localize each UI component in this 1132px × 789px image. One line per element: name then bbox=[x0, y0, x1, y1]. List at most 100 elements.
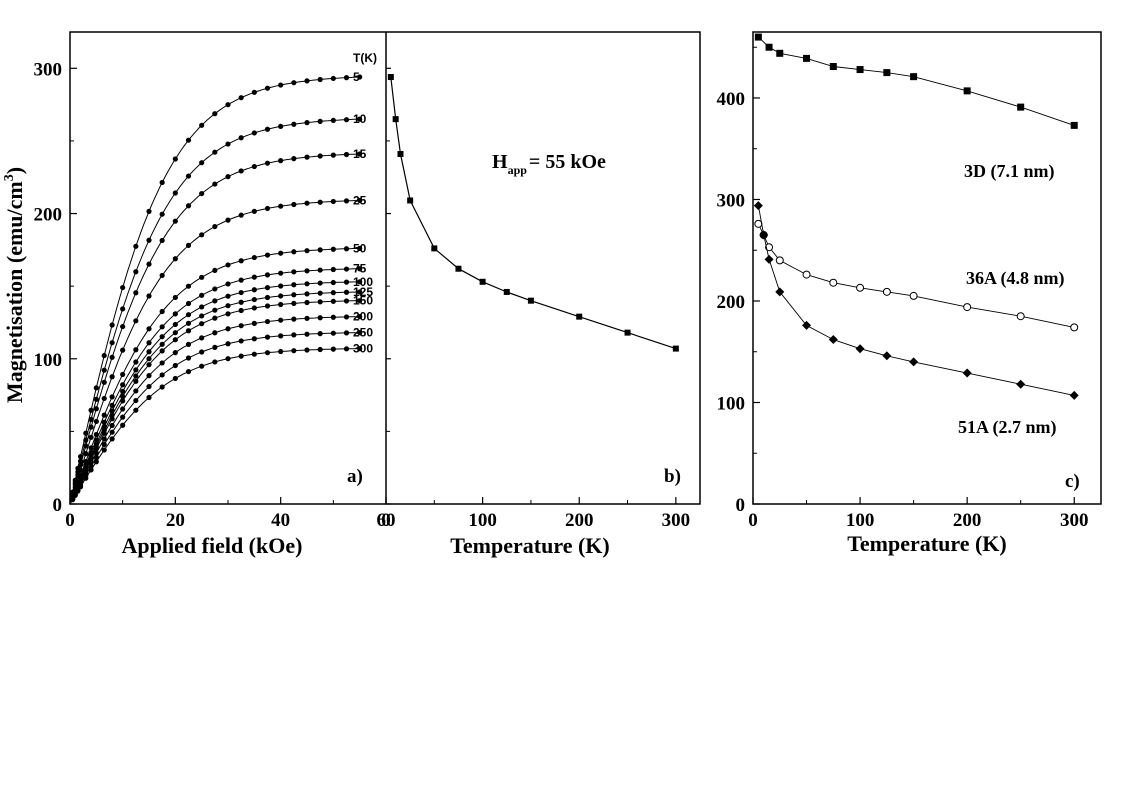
curve-a-15K bbox=[69, 153, 360, 505]
marker-a-15K-15 bbox=[199, 190, 205, 197]
x-tick-label-c-1: 100 bbox=[846, 510, 875, 531]
marker-b-10 bbox=[624, 329, 631, 336]
marker-a-75K-11 bbox=[146, 340, 152, 346]
marker-a-150K-12 bbox=[159, 348, 165, 354]
marker-a-150K-18 bbox=[238, 307, 244, 314]
marker-a-200K-10 bbox=[133, 388, 139, 394]
marker-a-15K-6 bbox=[93, 406, 99, 412]
x-axis-title-c: Temperature (K) bbox=[847, 531, 1006, 556]
marker-a-10K-9 bbox=[120, 306, 126, 312]
x-tick-label-a-0: 0 bbox=[65, 510, 75, 531]
marker-a-150K-13 bbox=[172, 337, 178, 343]
marker-a-300K-18 bbox=[238, 353, 244, 359]
marker-a-75K-17 bbox=[225, 281, 231, 287]
marker-c-2-1 bbox=[759, 230, 769, 240]
marker-a-5K-26 bbox=[343, 75, 350, 81]
marker-a-5K-17 bbox=[225, 102, 231, 108]
marker-a-300K-22 bbox=[291, 348, 297, 354]
marker-a-75K-27 bbox=[357, 266, 363, 272]
x-tick-label-c-2: 200 bbox=[953, 510, 982, 531]
marker-a-200K-27 bbox=[357, 314, 363, 320]
marker-a-10K-27 bbox=[357, 116, 363, 122]
marker-a-10K-6 bbox=[93, 396, 99, 402]
marker-a-300K-25 bbox=[330, 346, 336, 352]
marker-a-300K-3 bbox=[77, 484, 84, 490]
x-tick-label-a-1: 20 bbox=[166, 510, 185, 531]
marker-a-200K-24 bbox=[317, 315, 323, 321]
marker-a-50K-9 bbox=[120, 371, 126, 378]
marker-a-50K-20 bbox=[264, 252, 271, 258]
marker-c-0-2 bbox=[776, 49, 784, 57]
marker-a-50K-15 bbox=[199, 274, 205, 280]
marker-a-125K-17 bbox=[225, 303, 231, 309]
marker-a-200K-19 bbox=[251, 320, 257, 326]
marker-a-200K-14 bbox=[185, 341, 192, 347]
marker-a-300K-2 bbox=[75, 488, 81, 494]
marker-a-200K-18 bbox=[238, 323, 244, 329]
marker-a-250K-18 bbox=[238, 338, 244, 344]
marker-a-15K-21 bbox=[278, 157, 284, 164]
marker-b-11 bbox=[672, 345, 679, 352]
marker-a-25K-17 bbox=[225, 217, 231, 223]
field-annotation-rest: = 55 kOe bbox=[529, 151, 606, 173]
marker-c-2-9 bbox=[962, 368, 972, 378]
marker-a-50K-27 bbox=[357, 245, 363, 251]
marker-a-15K-23 bbox=[304, 154, 310, 160]
marker-a-125K-21 bbox=[278, 293, 284, 299]
x-tick-label-c-3: 300 bbox=[1060, 510, 1089, 531]
marker-a-125K-26 bbox=[343, 289, 350, 295]
x-tick-label-a-2: 40 bbox=[271, 510, 290, 531]
marker-c-0-3 bbox=[803, 54, 811, 62]
marker-a-100K-25 bbox=[330, 279, 336, 286]
marker-c-0-8 bbox=[963, 87, 971, 95]
marker-a-100K-27 bbox=[357, 279, 363, 285]
marker-a-5K-20 bbox=[264, 85, 271, 91]
marker-a-25K-24 bbox=[317, 199, 323, 205]
temp-label-150K: 150 bbox=[353, 294, 373, 308]
marker-a-250K-24 bbox=[317, 331, 323, 337]
marker-a-5K-23 bbox=[304, 78, 310, 84]
marker-a-125K-10 bbox=[133, 373, 139, 379]
x-tick-label-c-0: 0 bbox=[748, 510, 758, 531]
marker-a-50K-10 bbox=[133, 347, 139, 353]
marker-a-10K-18 bbox=[238, 135, 244, 141]
marker-a-15K-10 bbox=[133, 290, 139, 296]
series-label-51a: 51A (2.7 nm) bbox=[958, 417, 1057, 438]
marker-a-25K-11 bbox=[146, 293, 152, 299]
marker-a-100K-23 bbox=[304, 281, 310, 287]
marker-a-25K-15 bbox=[199, 232, 205, 238]
marker-a-200K-23 bbox=[304, 315, 310, 321]
marker-a-150K-15 bbox=[199, 321, 205, 327]
marker-a-15K-27 bbox=[357, 151, 363, 157]
marker-a-5K-9 bbox=[120, 284, 126, 291]
temp-label-50K: 50 bbox=[353, 241, 367, 255]
curve-a-75K bbox=[69, 268, 360, 505]
marker-a-5K-27 bbox=[357, 74, 363, 80]
marker-a-10K-22 bbox=[291, 121, 297, 127]
marker-a-300K-0 bbox=[70, 497, 76, 503]
marker-a-125K-11 bbox=[146, 356, 152, 362]
marker-a-250K-9 bbox=[120, 414, 126, 420]
marker-a-250K-14 bbox=[185, 355, 192, 361]
marker-a-10K-14 bbox=[185, 173, 192, 179]
marker-a-5K-13 bbox=[172, 156, 178, 162]
x-tick-label-b-0: 0 bbox=[381, 510, 391, 531]
marker-a-15K-11 bbox=[146, 261, 152, 267]
temp-label-125K: 125 bbox=[353, 285, 373, 299]
marker-a-125K-25 bbox=[330, 290, 336, 296]
marker-c-2-4 bbox=[802, 320, 812, 330]
marker-a-15K-24 bbox=[317, 153, 323, 159]
marker-a-250K-10 bbox=[133, 397, 139, 404]
marker-a-5K-14 bbox=[185, 137, 192, 143]
y-tick-label-a-3: 300 bbox=[34, 59, 63, 80]
marker-a-125K-16 bbox=[212, 307, 218, 313]
temp-label-25K: 25 bbox=[353, 193, 367, 207]
marker-a-100K-10 bbox=[133, 367, 139, 373]
marker-a-25K-22 bbox=[291, 201, 297, 208]
marker-a-75K-16 bbox=[212, 286, 218, 292]
marker-a-25K-6 bbox=[93, 418, 99, 425]
marker-a-125K-13 bbox=[172, 330, 178, 336]
marker-a-300K-11 bbox=[146, 394, 152, 401]
marker-a-50K-23 bbox=[304, 248, 310, 254]
